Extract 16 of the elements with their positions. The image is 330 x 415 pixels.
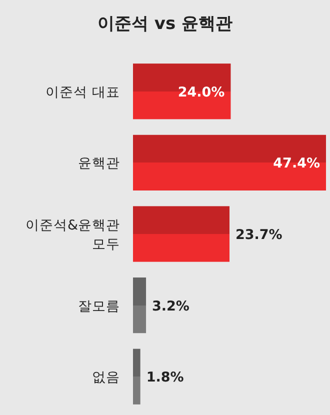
- y-tick-label: 이준석 대표: [46, 84, 120, 100]
- data-label: 3.2%: [152, 298, 190, 314]
- bar: [133, 134, 326, 190]
- y-tick-label: 없음: [92, 370, 120, 386]
- data-label: 24.0%: [178, 84, 226, 100]
- y-tick-label: 이준석&윤핵관 모두: [25, 218, 120, 252]
- bar: [133, 278, 146, 334]
- data-label: 23.7%: [236, 227, 283, 243]
- bar: [133, 348, 140, 404]
- y-tick-label: 윤핵관: [78, 156, 120, 172]
- chart-title: 이준석 vs 윤핵관: [97, 14, 233, 34]
- y-tick-label: 잘모름: [78, 298, 120, 314]
- bar: [133, 206, 230, 262]
- data-label: 1.8%: [146, 370, 184, 386]
- data-label: 47.4%: [273, 156, 320, 172]
- bar: [133, 64, 231, 120]
